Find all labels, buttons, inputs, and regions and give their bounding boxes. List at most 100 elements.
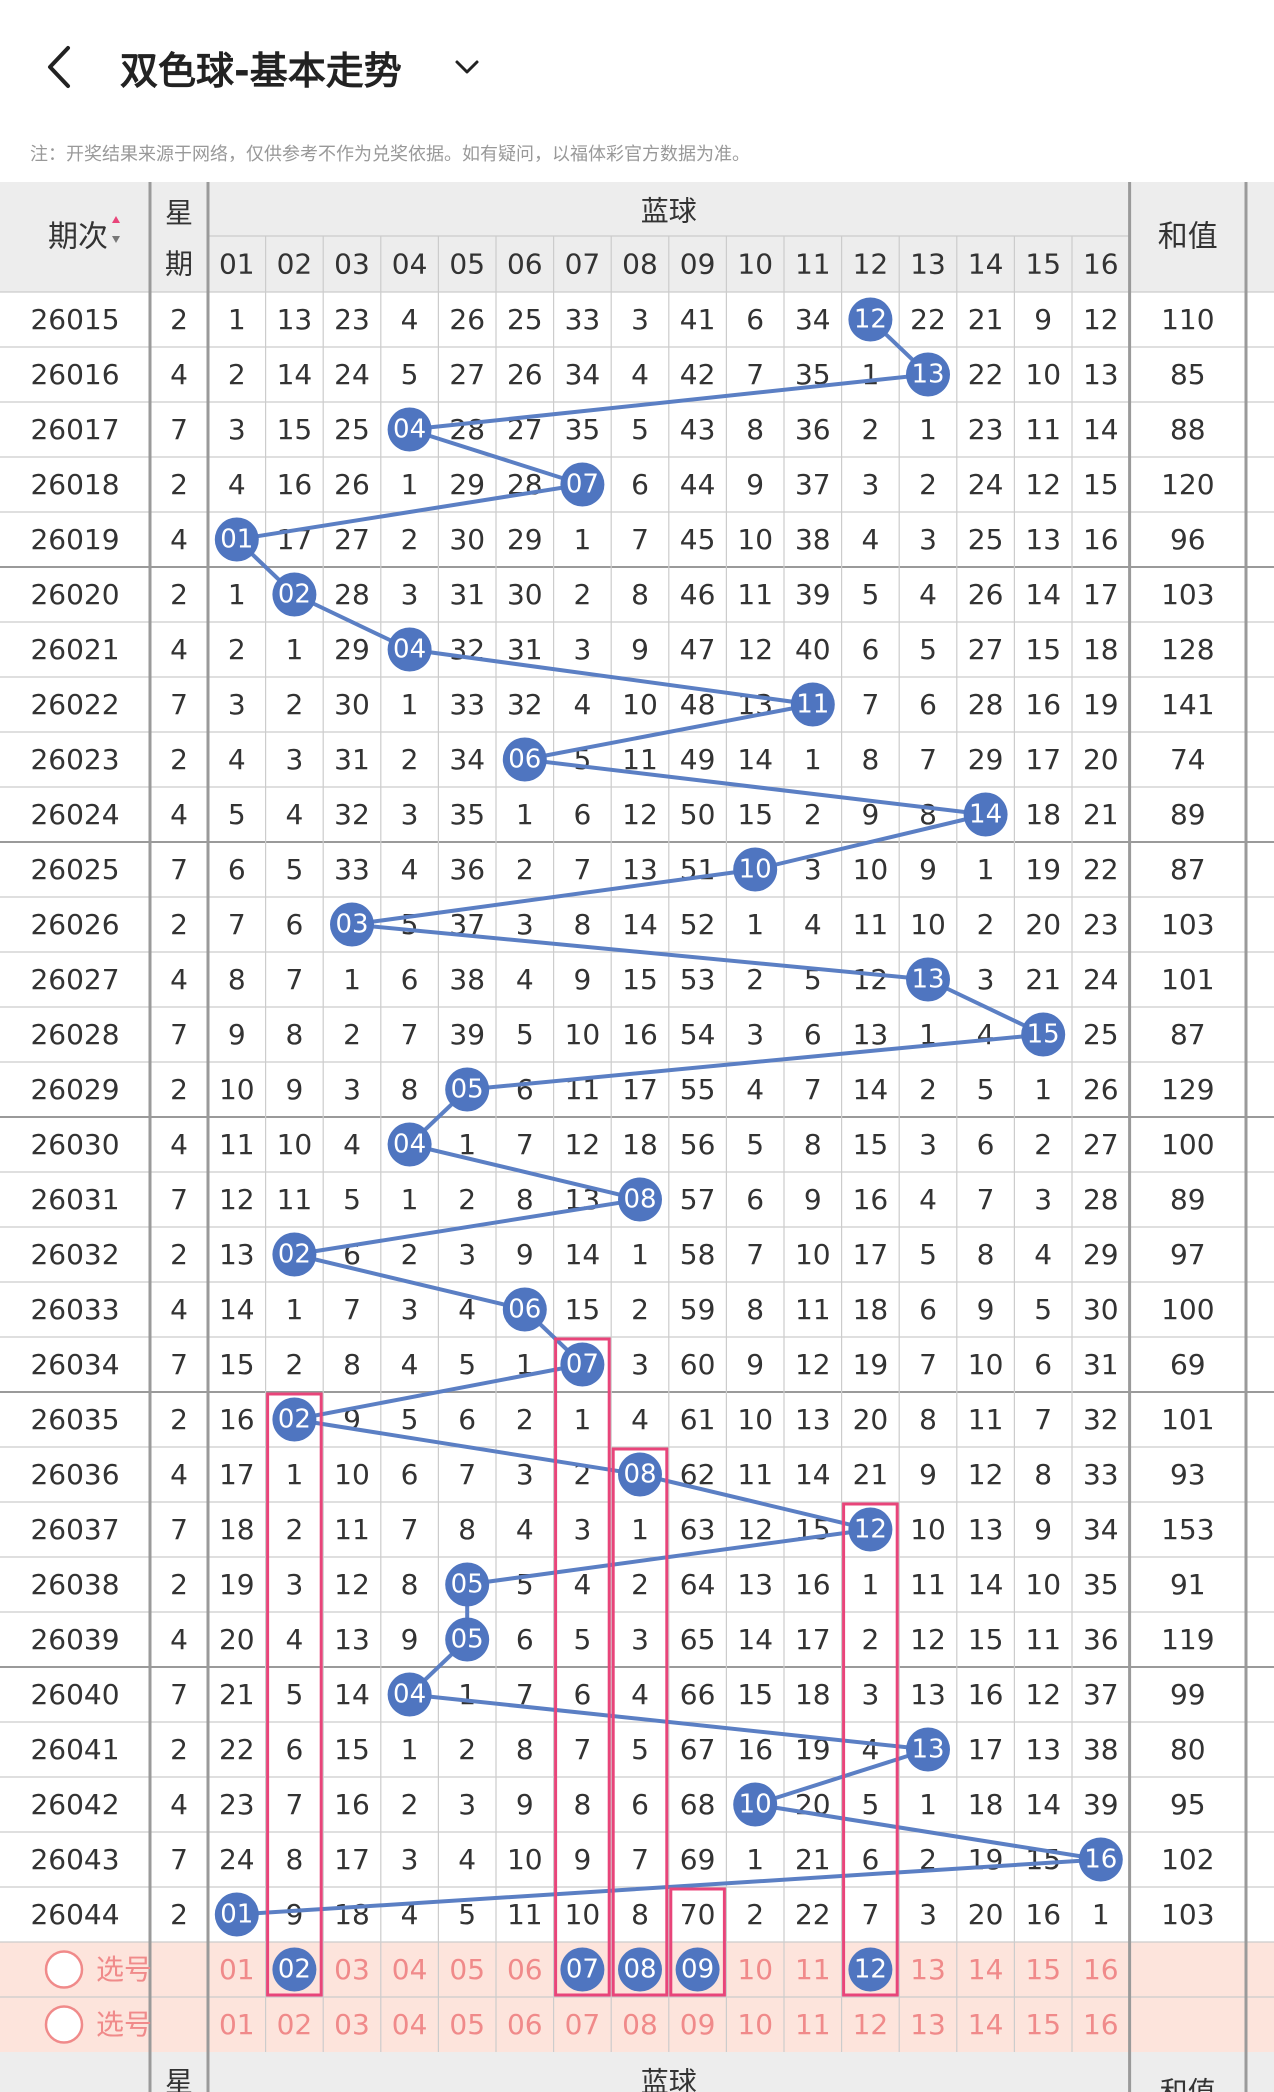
miss-count-cell: 26 [449,303,485,336]
select-number[interactable]: 12 [853,2008,889,2041]
select-row-label[interactable]: 选号 [96,2008,152,2041]
miss-count-cell: 13 [910,1678,946,1711]
miss-count-cell: 44 [680,468,716,501]
sum-cell: 129 [1161,1073,1214,1106]
chevron-left-icon[interactable] [40,42,80,92]
miss-count-cell: 40 [795,633,831,666]
miss-count-cell: 9 [804,1183,822,1216]
blue-ball-marker [618,1452,662,1497]
miss-count-cell: 18 [795,1678,831,1711]
selected-ball-number[interactable]: 12 [854,1955,887,1985]
select-number[interactable]: 01 [219,2008,255,2041]
select-number[interactable]: 04 [392,2008,428,2041]
miss-count-cell: 1 [573,523,591,556]
select-number[interactable]: 10 [737,1953,773,1986]
miss-count-cell: 8 [516,1733,534,1766]
select-number[interactable]: 16 [1083,1953,1119,1986]
issue-cell: 26038 [30,1568,119,1601]
select-number[interactable]: 08 [622,2008,658,2041]
select-number[interactable]: 11 [795,2008,831,2041]
sum-cell: 80 [1170,1733,1206,1766]
miss-count-cell: 6 [285,908,303,941]
radio-empty-icon[interactable] [44,1950,84,1989]
radio-empty-icon[interactable] [44,2005,84,2044]
selected-ball[interactable] [675,1947,720,1992]
select-row-label[interactable]: 选号 [96,1953,152,1986]
blue-ball-marker [906,957,950,1002]
select-number[interactable]: 13 [910,1953,946,1986]
week-cell: 4 [170,358,188,391]
miss-count-cell: 1 [228,578,246,611]
select-number[interactable]: 06 [507,1953,543,1986]
select-number[interactable]: 05 [449,2008,485,2041]
miss-count-cell: 16 [277,468,313,501]
miss-count-cell: 7 [458,1458,476,1491]
selected-ball-number[interactable]: 02 [278,1955,311,1985]
miss-count-cell: 4 [401,1898,419,1931]
miss-count-cell: 2 [285,688,303,721]
select-number[interactable]: 10 [737,2008,773,2041]
sum-cell: 85 [1170,358,1206,391]
miss-count-cell: 18 [1025,798,1061,831]
miss-count-cell: 12 [1025,468,1061,501]
miss-count-cell: 8 [458,1513,476,1546]
select-number[interactable]: 03 [334,2008,370,2041]
miss-count-cell: 4 [631,358,649,391]
miss-count-cell: 27 [1083,1128,1119,1161]
blue-ball-number: 07 [566,1350,599,1380]
blue-ball-number: 01 [220,525,253,555]
select-number[interactable]: 02 [277,2008,313,2041]
select-number[interactable]: 04 [392,1953,428,1986]
selected-ball-number[interactable]: 09 [681,1955,714,1985]
sum-cell: 96 [1170,523,1206,556]
miss-count-cell: 3 [804,853,822,886]
miss-count-cell: 4 [573,688,591,721]
select-number[interactable]: 15 [1025,2008,1061,2041]
miss-count-cell: 3 [343,1073,361,1106]
sum-cell: 101 [1161,963,1214,996]
blue-ball-marker [445,1067,490,1112]
chevron-down-icon[interactable] [450,50,484,84]
selected-ball[interactable] [618,1947,662,1992]
blue-ball-marker [387,407,432,452]
blue-ball-number: 14 [969,800,1002,830]
miss-count-cell: 5 [1034,1293,1052,1326]
select-number[interactable]: 13 [910,2008,946,2041]
select-number[interactable]: 06 [507,2008,543,2041]
select-number[interactable]: 14 [968,1953,1004,1986]
miss-count-cell: 7 [804,1073,822,1106]
miss-count-cell: 37 [795,468,831,501]
selected-ball-number[interactable]: 08 [623,1955,656,1985]
miss-count-cell: 4 [746,1073,764,1106]
select-number[interactable]: 11 [795,1953,831,1986]
blue-number-header: 06 [507,248,543,281]
select-number[interactable]: 01 [219,1953,255,1986]
miss-count-cell: 9 [746,468,764,501]
week-cell: 4 [170,1128,188,1161]
miss-count-cell: 1 [285,1458,303,1491]
select-number[interactable]: 05 [449,1953,485,1986]
miss-count-cell: 28 [1083,1183,1119,1216]
selected-ball[interactable] [272,1947,317,1992]
miss-count-cell: 13 [622,853,658,886]
select-number[interactable]: 07 [565,2008,601,2041]
miss-count-cell: 34 [565,358,601,391]
miss-count-cell: 9 [516,1788,534,1821]
col-issue-header[interactable]: 期次 [48,220,108,255]
miss-count-cell: 52 [680,908,716,941]
miss-count-cell: 15 [1025,633,1061,666]
selected-ball-number[interactable]: 07 [566,1955,599,1985]
selected-ball[interactable] [848,1947,893,1992]
blue-ball-marker [848,297,893,342]
selected-ball[interactable] [560,1947,605,1992]
miss-count-cell: 17 [1083,578,1119,611]
miss-count-cell: 6 [861,633,879,666]
select-number[interactable]: 14 [968,2008,1004,2041]
blue-number-header: 08 [622,248,658,281]
sort-updown-icon[interactable] [112,216,120,243]
select-number[interactable]: 03 [334,1953,370,1986]
select-number[interactable]: 16 [1083,2008,1119,2041]
select-number[interactable]: 09 [680,2008,716,2041]
miss-count-cell: 10 [968,1348,1004,1381]
select-number[interactable]: 15 [1025,1953,1061,1986]
